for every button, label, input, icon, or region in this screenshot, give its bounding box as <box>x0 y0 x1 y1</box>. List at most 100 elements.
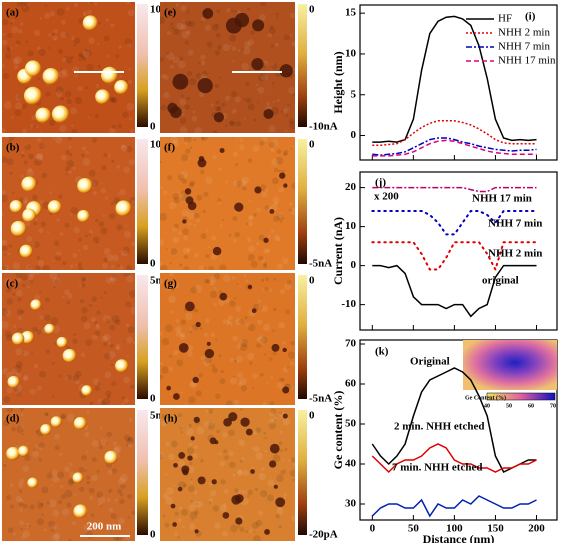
texture <box>66 98 72 105</box>
texture <box>235 306 242 312</box>
texture <box>229 44 233 47</box>
texture <box>271 63 275 67</box>
series-line <box>371 367 537 473</box>
texture <box>126 437 135 445</box>
texture <box>196 426 205 435</box>
texture <box>106 497 111 502</box>
texture <box>287 351 295 359</box>
texture <box>42 265 50 270</box>
texture <box>186 70 193 77</box>
texture <box>179 98 187 106</box>
texture <box>263 323 271 332</box>
y-tick-label: 30 <box>345 498 357 510</box>
texture <box>21 4 30 13</box>
texture <box>133 341 135 345</box>
texture <box>259 372 264 377</box>
inset-title: Ge Content (%) <box>465 394 506 401</box>
texture <box>269 357 273 361</box>
texture <box>2 320 9 329</box>
texture <box>105 277 112 284</box>
texture <box>6 494 12 501</box>
texture <box>180 5 187 12</box>
legend-label: NHH 2 min <box>498 27 550 39</box>
pit <box>254 186 262 194</box>
texture <box>233 238 238 243</box>
texture <box>44 297 50 303</box>
texture <box>219 264 227 270</box>
pit <box>192 376 199 384</box>
series-line <box>371 241 538 273</box>
pit <box>273 484 278 489</box>
texture <box>15 40 21 45</box>
texture <box>290 340 295 346</box>
texture <box>102 440 105 443</box>
texture <box>283 492 287 497</box>
texture <box>59 137 62 140</box>
texture <box>59 72 62 76</box>
texture <box>65 56 73 64</box>
texture <box>3 101 12 110</box>
texture <box>162 514 166 518</box>
y-tick-label: -10 <box>341 298 356 310</box>
pit <box>269 460 277 468</box>
texture <box>203 191 209 197</box>
texture <box>264 449 268 453</box>
legend-label: HF <box>498 13 512 25</box>
texture <box>263 432 267 435</box>
texture <box>173 282 180 289</box>
texture <box>160 374 164 380</box>
texture <box>262 401 267 405</box>
texture <box>23 5 26 9</box>
texture <box>271 63 278 70</box>
texture <box>160 160 162 164</box>
texture <box>249 528 253 533</box>
texture <box>6 47 12 53</box>
texture <box>239 180 247 188</box>
texture <box>77 262 83 268</box>
texture <box>282 257 289 265</box>
texture <box>270 147 275 153</box>
texture <box>182 539 185 541</box>
texture <box>44 412 49 417</box>
texture <box>101 165 107 171</box>
texture <box>53 342 57 346</box>
texture <box>182 247 190 254</box>
texture <box>88 114 92 118</box>
texture <box>72 521 76 526</box>
texture <box>193 138 196 142</box>
texture <box>95 83 100 88</box>
texture <box>41 486 49 494</box>
texture <box>289 469 295 477</box>
texture <box>107 154 111 158</box>
texture <box>96 310 101 315</box>
texture <box>253 430 258 435</box>
texture <box>184 104 190 110</box>
texture <box>183 137 192 144</box>
afm-image <box>160 137 295 270</box>
texture <box>186 211 195 220</box>
panel-label: (c) <box>6 278 19 290</box>
texture <box>113 445 122 453</box>
texture <box>103 247 111 255</box>
texture <box>22 530 30 538</box>
texture <box>291 41 295 47</box>
legend-label: NHH 7 min <box>498 41 550 53</box>
texture <box>210 489 217 497</box>
texture <box>238 490 242 494</box>
texture <box>105 18 109 22</box>
texture <box>15 43 19 47</box>
texture <box>59 67 63 70</box>
texture <box>203 359 210 367</box>
texture <box>80 315 88 323</box>
pit <box>172 73 189 90</box>
texture <box>117 192 121 196</box>
island <box>6 446 20 461</box>
afm-image <box>160 273 295 405</box>
texture <box>67 479 74 486</box>
texture <box>17 316 22 321</box>
texture <box>215 100 220 105</box>
texture <box>75 379 80 385</box>
texture <box>13 324 17 328</box>
pit <box>225 17 242 34</box>
texture <box>187 49 194 56</box>
